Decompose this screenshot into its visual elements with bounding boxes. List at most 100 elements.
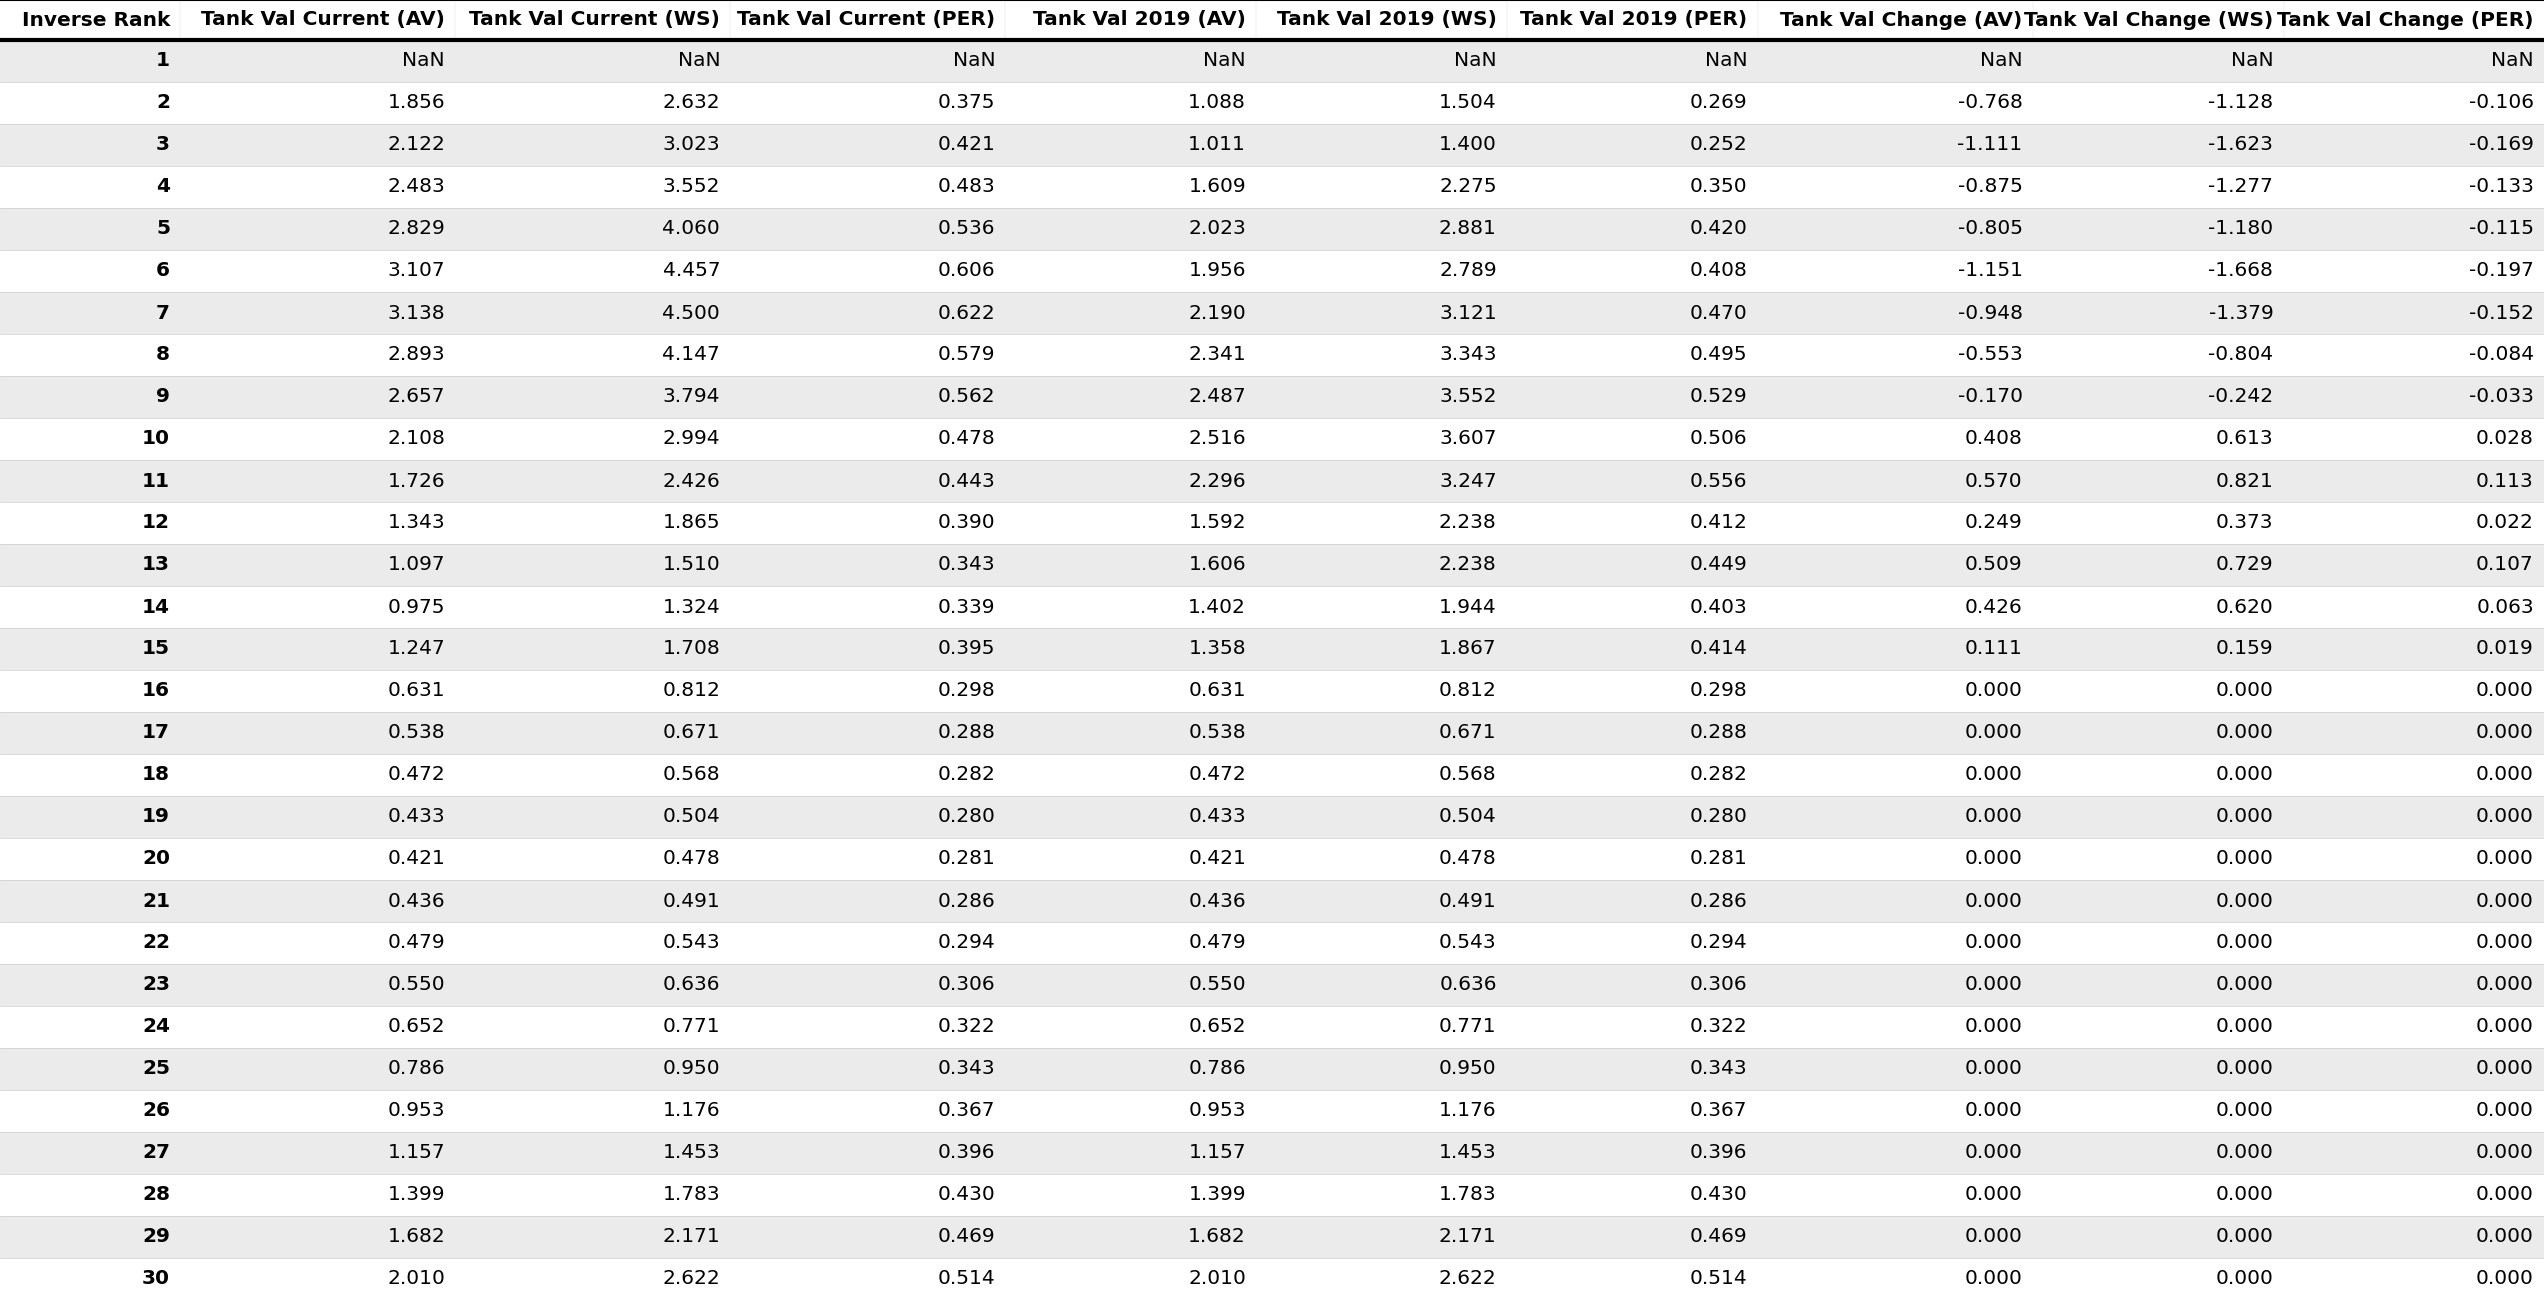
Text: 0.472: 0.472 — [1188, 766, 1247, 784]
Text: 0.000: 0.000 — [1964, 849, 2022, 868]
Text: 0.478: 0.478 — [939, 429, 995, 448]
Text: -1.623: -1.623 — [2208, 135, 2274, 155]
Text: 0.000: 0.000 — [1964, 975, 2022, 994]
Text: 0.950: 0.950 — [1440, 1060, 1496, 1079]
Text: 0.568: 0.568 — [661, 766, 720, 784]
Text: 0.000: 0.000 — [2475, 724, 2534, 742]
Text: 0.000: 0.000 — [2475, 681, 2534, 701]
Text: 1.097: 1.097 — [387, 555, 445, 575]
Text: 0.504: 0.504 — [1440, 807, 1496, 827]
Text: 1.453: 1.453 — [1440, 1144, 1496, 1162]
Text: 1.402: 1.402 — [1188, 598, 1247, 616]
Text: 1.682: 1.682 — [387, 1227, 445, 1247]
Text: 24: 24 — [142, 1018, 170, 1036]
Text: 0.443: 0.443 — [939, 472, 995, 490]
Text: NaN: NaN — [951, 52, 995, 70]
Text: 2.296: 2.296 — [1188, 472, 1247, 490]
Bar — [0, 0, 181, 40]
Text: -0.152: -0.152 — [2468, 303, 2534, 322]
Text: 0.280: 0.280 — [936, 807, 995, 827]
Text: 0.000: 0.000 — [2475, 766, 2534, 784]
Text: 1.592: 1.592 — [1188, 514, 1247, 533]
Text: 0.631: 0.631 — [1188, 681, 1247, 701]
Text: 0.000: 0.000 — [2475, 1060, 2534, 1079]
Text: -0.553: -0.553 — [1959, 346, 2022, 364]
Text: 2.516: 2.516 — [1188, 429, 1247, 448]
Text: Tank Val Change (WS): Tank Val Change (WS) — [2025, 10, 2274, 30]
Text: -1.668: -1.668 — [2208, 261, 2274, 281]
Text: 0.568: 0.568 — [1440, 766, 1496, 784]
Text: 4.147: 4.147 — [661, 346, 720, 364]
Text: 0.671: 0.671 — [661, 724, 720, 742]
Text: 0.570: 0.570 — [1964, 472, 2022, 490]
Text: 2: 2 — [155, 94, 170, 113]
Text: 27: 27 — [142, 1144, 170, 1162]
Text: 1.247: 1.247 — [387, 640, 445, 659]
Text: 29: 29 — [142, 1227, 170, 1247]
Text: 0.288: 0.288 — [1689, 724, 1748, 742]
Bar — [0, 166, 2544, 208]
Text: 0.000: 0.000 — [2216, 724, 2274, 742]
Text: 0.812: 0.812 — [661, 681, 720, 701]
Text: 0.543: 0.543 — [1440, 933, 1496, 953]
Text: 21: 21 — [142, 892, 170, 910]
Text: 28: 28 — [142, 1186, 170, 1205]
Text: 25: 25 — [142, 1060, 170, 1079]
Text: 3.138: 3.138 — [387, 303, 445, 322]
Text: 0.000: 0.000 — [2216, 1227, 2274, 1247]
Text: 22: 22 — [142, 933, 170, 953]
Text: 0.403: 0.403 — [1689, 598, 1748, 616]
Text: 0.288: 0.288 — [936, 724, 995, 742]
Text: Tank Val Current (PER): Tank Val Current (PER) — [738, 10, 995, 30]
Text: 0.111: 0.111 — [1964, 640, 2022, 659]
Text: 0.821: 0.821 — [2216, 472, 2274, 490]
Text: NaN: NaN — [677, 52, 720, 70]
Text: 2.632: 2.632 — [661, 94, 720, 113]
Text: 0.414: 0.414 — [1689, 640, 1748, 659]
Text: 0.000: 0.000 — [1964, 1186, 2022, 1205]
Text: 12: 12 — [142, 514, 170, 533]
Text: 1.324: 1.324 — [661, 598, 720, 616]
Text: 1.726: 1.726 — [387, 472, 445, 490]
Text: 3: 3 — [155, 135, 170, 155]
Text: 0.812: 0.812 — [1440, 681, 1496, 701]
Text: 0.367: 0.367 — [1689, 1101, 1748, 1121]
Text: 4: 4 — [155, 178, 170, 196]
Text: 0.421: 0.421 — [936, 135, 995, 155]
Text: 0.280: 0.280 — [1689, 807, 1748, 827]
Text: 2.010: 2.010 — [387, 1270, 445, 1288]
Text: 0.430: 0.430 — [1689, 1186, 1748, 1205]
Text: 0.000: 0.000 — [1964, 766, 2022, 784]
Bar — [0, 712, 2544, 754]
Text: 0.652: 0.652 — [1188, 1018, 1247, 1036]
Text: -1.111: -1.111 — [1956, 135, 2022, 155]
Text: 1.157: 1.157 — [387, 1144, 445, 1162]
Text: NaN: NaN — [1455, 52, 1496, 70]
Text: 0.491: 0.491 — [1440, 892, 1496, 910]
Text: 1.399: 1.399 — [1188, 1186, 1247, 1205]
Text: 2.122: 2.122 — [387, 135, 445, 155]
Text: 0.469: 0.469 — [1689, 1227, 1748, 1247]
Text: 0.286: 0.286 — [1689, 892, 1748, 910]
Text: 0.470: 0.470 — [1689, 303, 1748, 322]
Bar — [0, 419, 2544, 460]
Text: 0.536: 0.536 — [939, 220, 995, 238]
Text: 1.343: 1.343 — [387, 514, 445, 533]
Text: 1.176: 1.176 — [661, 1101, 720, 1121]
Text: 0.019: 0.019 — [2475, 640, 2534, 659]
Text: Tank Val Change (AV): Tank Val Change (AV) — [1781, 10, 2022, 30]
Bar — [2285, 0, 2544, 40]
Text: 1.011: 1.011 — [1188, 135, 1247, 155]
Text: 10: 10 — [142, 429, 170, 448]
Text: 1.609: 1.609 — [1188, 178, 1247, 196]
Text: 2.622: 2.622 — [661, 1270, 720, 1288]
Bar — [0, 670, 2544, 712]
Text: 0.436: 0.436 — [387, 892, 445, 910]
Text: 0.613: 0.613 — [2216, 429, 2274, 448]
Text: 0.562: 0.562 — [939, 387, 995, 407]
Bar — [1005, 0, 1257, 40]
Text: 0.514: 0.514 — [1689, 1270, 1748, 1288]
Text: 0.000: 0.000 — [2216, 1018, 2274, 1036]
Text: 0.294: 0.294 — [939, 933, 995, 953]
Text: 0.269: 0.269 — [1689, 94, 1748, 113]
